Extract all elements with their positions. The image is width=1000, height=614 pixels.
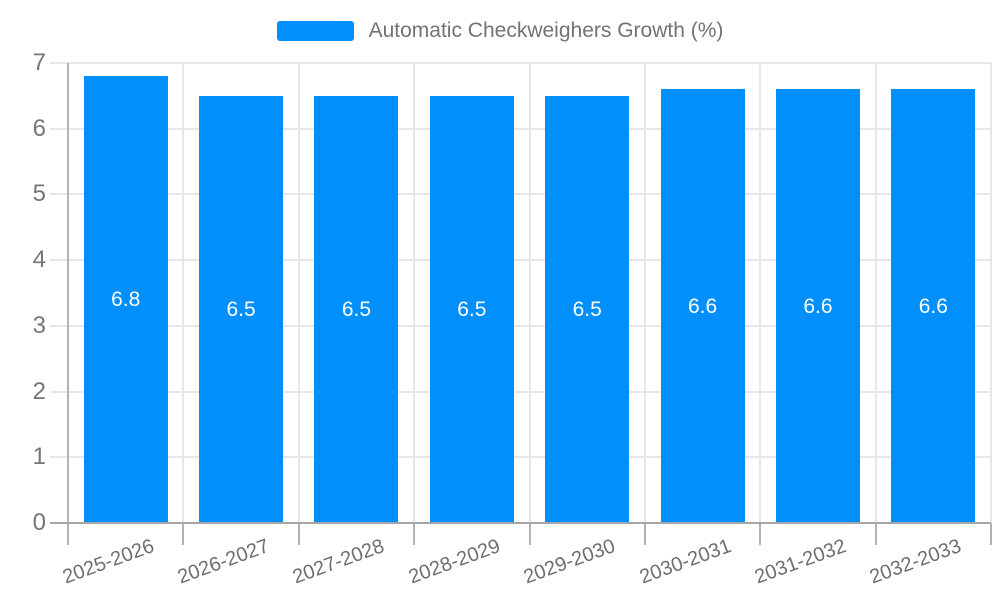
bar-value-label: 6.5 xyxy=(341,297,372,321)
y-axis-tick-label: 2 xyxy=(32,377,46,405)
bar[interactable]: 6.5 xyxy=(314,95,399,523)
y-gridline xyxy=(50,259,991,262)
y-gridline xyxy=(50,127,991,130)
x-axis-tick xyxy=(759,523,762,545)
x-gridline xyxy=(990,63,992,523)
legend-swatch xyxy=(276,21,354,41)
x-axis-line xyxy=(50,522,991,524)
bar[interactable]: 6.6 xyxy=(891,89,976,523)
y-axis-tick-label: 7 xyxy=(32,49,46,76)
bar[interactable]: 6.5 xyxy=(199,95,284,523)
y-axis-tick-label: 3 xyxy=(32,311,46,339)
x-axis-tick xyxy=(643,523,646,545)
y-gridline xyxy=(50,62,991,64)
x-gridline xyxy=(874,63,877,523)
y-axis-tick-label: 4 xyxy=(32,246,46,274)
bar[interactable]: 6.6 xyxy=(775,89,860,523)
y-axis-tick-label: 1 xyxy=(32,443,46,471)
y-axis-tick-label: 6 xyxy=(32,114,46,142)
x-gridline xyxy=(413,63,416,523)
bar-value-label: 6.5 xyxy=(226,297,256,321)
bar-value-label: 6.5 xyxy=(572,297,602,321)
x-axis-tick xyxy=(297,523,300,545)
x-gridline xyxy=(182,63,185,523)
legend-label: Automatic Checkweighers Growth (%) xyxy=(368,19,724,42)
legend-item[interactable]: Automatic Checkweighers Growth (%) xyxy=(0,17,1000,45)
x-gridline xyxy=(297,63,300,523)
bar[interactable]: 6.6 xyxy=(660,89,745,523)
bar-value-label: 6.8 xyxy=(111,288,141,312)
bar-value-label: 6.6 xyxy=(803,294,833,318)
bar-value-label: 6.6 xyxy=(687,294,718,318)
bar[interactable]: 6.5 xyxy=(429,95,514,523)
bar-value-label: 6.6 xyxy=(918,294,948,318)
y-gridline xyxy=(50,456,991,459)
x-axis-tick xyxy=(413,523,416,545)
x-axis-tick xyxy=(990,523,992,545)
x-gridline xyxy=(528,63,531,523)
x-axis-tick xyxy=(528,523,531,545)
bar-value-label: 6.5 xyxy=(457,297,487,321)
y-axis-tick-label: 0 xyxy=(32,509,46,536)
x-gridline xyxy=(643,63,646,523)
plot-area: 0 1 2 3 4 5 6 7 6.8 6.5 6.5 6.5 6.5 6.6 6.6 6.6 2025-202… xyxy=(32,49,992,588)
bar-chart: Automatic Checkweighers Growth (%) 0 1 2 3 4… xyxy=(0,17,1000,588)
y-gridline xyxy=(50,193,991,196)
x-axis-tick xyxy=(182,523,185,545)
y-gridline xyxy=(50,324,991,327)
y-axis-line xyxy=(67,63,69,545)
x-axis-tick xyxy=(874,523,877,545)
x-gridline xyxy=(759,63,762,523)
bar[interactable]: 6.8 xyxy=(83,76,168,523)
bar[interactable]: 6.5 xyxy=(545,95,630,523)
y-gridline xyxy=(50,390,991,393)
y-axis-tick-label: 5 xyxy=(32,180,46,208)
